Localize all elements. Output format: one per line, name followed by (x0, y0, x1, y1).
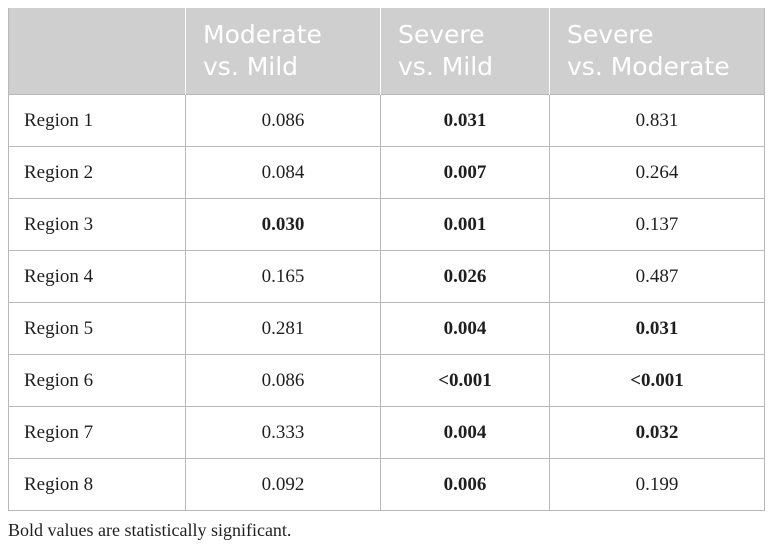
table-cell: <0.001 (549, 354, 765, 407)
table-cell: 0.137 (549, 198, 765, 251)
comparison-table: Moderate vs. Mild Severe vs. Mild Severe… (8, 8, 765, 511)
row-label: Region 1 (8, 94, 186, 147)
table-cell: 0.031 (549, 302, 765, 355)
row-label: Region 4 (8, 250, 186, 303)
table-footnote: Bold values are statistically significan… (8, 520, 292, 540)
table-cell: 0.006 (380, 458, 550, 511)
table-row: Region 1 0.086 0.031 0.831 (8, 94, 765, 147)
row-label: Region 7 (8, 406, 186, 459)
header-row: Moderate vs. Mild Severe vs. Mild Severe… (8, 8, 765, 95)
header-moderate-vs-mild: Moderate vs. Mild (185, 8, 381, 95)
table-row: Region 3 0.030 0.001 0.137 (8, 198, 765, 251)
table-cell: 0.333 (185, 406, 381, 459)
table-cell: 0.831 (549, 94, 765, 147)
header-line: Severe (398, 20, 485, 49)
table-cell: 0.007 (380, 146, 550, 199)
table-cell: 0.001 (380, 198, 550, 251)
table-cell: 0.004 (380, 302, 550, 355)
table-cell: 0.030 (185, 198, 381, 251)
table-cell: 0.086 (185, 354, 381, 407)
table-cell: 0.165 (185, 250, 381, 303)
header-severe-vs-moderate: Severe vs. Moderate (549, 8, 765, 95)
header-line: Moderate (203, 20, 322, 49)
table-cell: 0.199 (549, 458, 765, 511)
table-row: Region 4 0.165 0.026 0.487 (8, 250, 765, 303)
table-cell: 0.026 (380, 250, 550, 303)
table-cell: 0.032 (549, 406, 765, 459)
header-line: vs. Mild (398, 52, 494, 81)
row-label: Region 6 (8, 354, 186, 407)
table-cell: 0.092 (185, 458, 381, 511)
table-header: Moderate vs. Mild Severe vs. Mild Severe… (8, 8, 765, 95)
row-label: Region 2 (8, 146, 186, 199)
table-cell: 0.086 (185, 94, 381, 147)
row-label: Region 8 (8, 458, 186, 511)
table-cell: 0.004 (380, 406, 550, 459)
header-cell-empty (8, 8, 186, 95)
table-cell: 0.487 (549, 250, 765, 303)
table-cell: 0.031 (380, 94, 550, 147)
header-line: vs. Mild (203, 52, 299, 81)
header-severe-vs-mild: Severe vs. Mild (380, 8, 550, 95)
table-body: Region 1 0.086 0.031 0.831 Region 2 0.08… (8, 94, 765, 511)
table-cell: 0.281 (185, 302, 381, 355)
header-line: vs. Moderate (567, 52, 730, 81)
table-row: Region 8 0.092 0.006 0.199 (8, 458, 765, 511)
table-cell: 0.084 (185, 146, 381, 199)
table-cell: 0.264 (549, 146, 765, 199)
row-label: Region 5 (8, 302, 186, 355)
table-cell: <0.001 (380, 354, 550, 407)
table-row: Region 5 0.281 0.004 0.031 (8, 302, 765, 355)
table-row: Region 2 0.084 0.007 0.264 (8, 146, 765, 199)
header-line: Severe (567, 20, 654, 49)
row-label: Region 3 (8, 198, 186, 251)
table-row: Region 6 0.086 <0.001 <0.001 (8, 354, 765, 407)
table-row: Region 7 0.333 0.004 0.032 (8, 406, 765, 459)
